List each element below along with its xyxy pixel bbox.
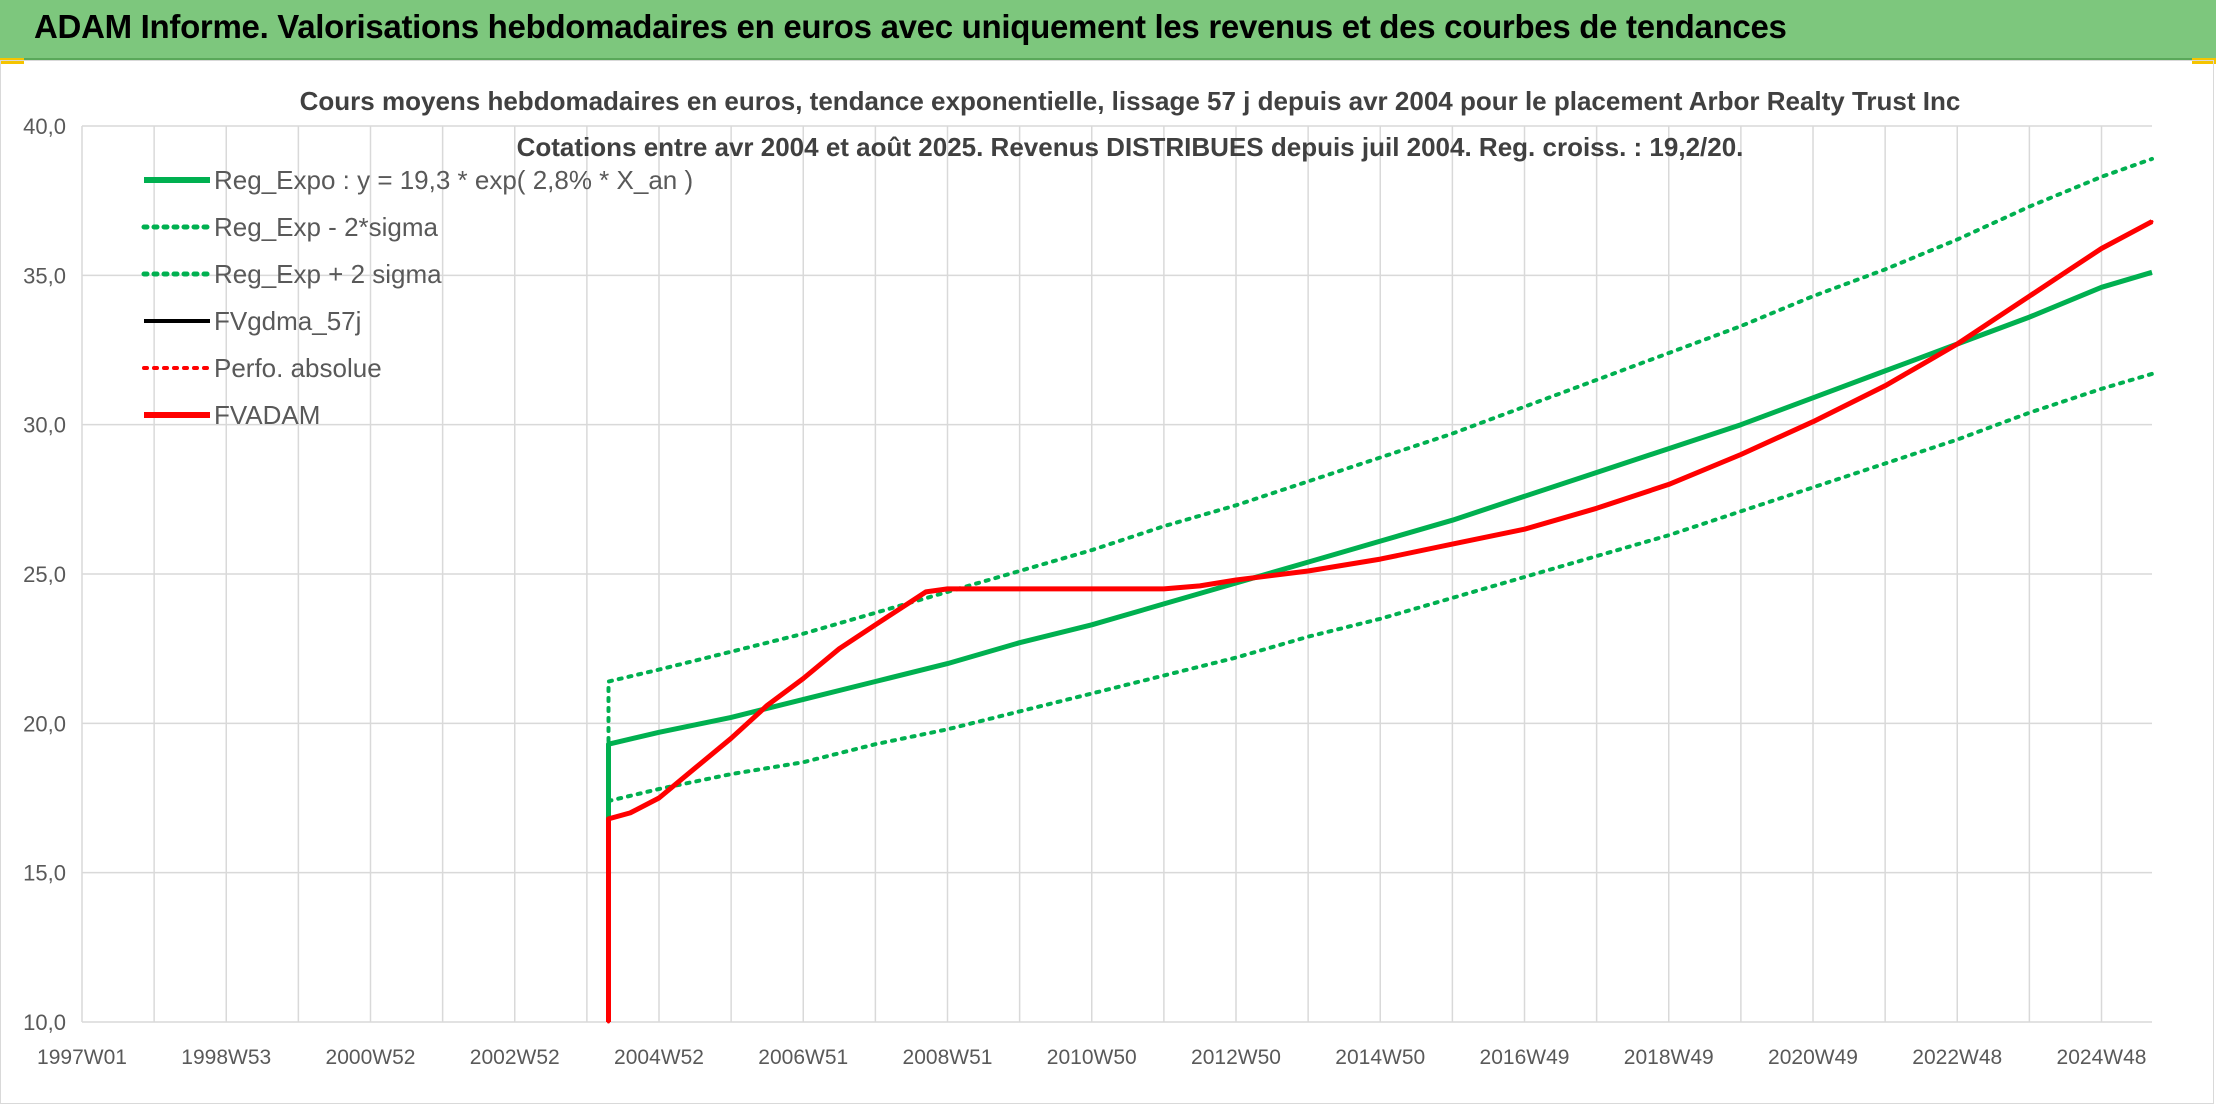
x-tick-label: 2016W49 xyxy=(1480,1046,1570,1069)
corner-marker-left xyxy=(0,58,24,64)
chart-subtitle: Cotations entre avr 2004 et août 2025. R… xyxy=(517,132,1744,162)
legend-label: Reg_Exp - 2*sigma xyxy=(214,212,439,242)
series-layer xyxy=(606,156,2154,1024)
x-tick-label: 2004W52 xyxy=(614,1046,704,1069)
corner-marker-right xyxy=(2192,58,2216,64)
y-tick-label: 25,0 xyxy=(23,562,66,587)
y-tick-label: 15,0 xyxy=(23,861,66,886)
y-tick-label: 10,0 xyxy=(23,1010,66,1035)
x-tick-label: 2006W51 xyxy=(758,1046,848,1069)
y-tick-label: 20,0 xyxy=(23,711,66,736)
x-tick-label: 2020W49 xyxy=(1768,1046,1858,1069)
x-tick-label: 2010W50 xyxy=(1047,1046,1137,1069)
x-tick-label: 2018W49 xyxy=(1624,1046,1714,1069)
chart-title: Cours moyens hebdomadaires en euros, ten… xyxy=(300,86,1961,116)
x-axis-ticks: 1997W01 1998W53 2000W52 2002W52 2004W52 2006W… xyxy=(37,1046,2146,1069)
chart-frame xyxy=(0,60,2214,1104)
x-tick-label: 2024W48 xyxy=(2057,1046,2147,1069)
chart-grid xyxy=(81,125,2152,1023)
series-line-reg-exp-2-sigma xyxy=(606,371,2154,803)
y-tick-label: 40,0 xyxy=(23,114,66,139)
x-tick-label: 2002W52 xyxy=(470,1046,560,1069)
x-tick-label: 1997W01 xyxy=(37,1046,127,1069)
x-tick-label: 2000W52 xyxy=(326,1046,416,1069)
series-line-reg-expo-y-19-3-exp-2-8-x-an xyxy=(606,269,2153,819)
series-line-fvadam xyxy=(606,219,2154,1022)
line-chart: Cours moyens hebdomadaires en euros, ten… xyxy=(23,86,2154,1069)
y-axis-ticks: 10,0 15,0 20,0 25,0 30,0 35,0 40,0 xyxy=(23,114,66,1035)
report-title: ADAM Informe. Valorisations hebdomadaire… xyxy=(34,8,1787,45)
x-tick-label: 1998W53 xyxy=(181,1046,271,1069)
x-tick-label: 2022W48 xyxy=(1912,1046,2002,1069)
y-tick-label: 30,0 xyxy=(23,413,66,438)
x-tick-label: 2008W51 xyxy=(903,1046,993,1069)
legend-label: Perfo. absolue xyxy=(214,353,382,383)
chart-legend: Reg_Expo : y = 19,3 * exp( 2,8% * X_an )… xyxy=(141,165,693,430)
legend-label: FVgdma_57j xyxy=(214,306,361,336)
legend-label: Reg_Exp + 2 sigma xyxy=(214,259,442,289)
y-tick-label: 35,0 xyxy=(23,263,66,288)
report-banner: ADAM Informe. Valorisations hebdomadaire… xyxy=(0,0,2216,60)
x-tick-label: 2012W50 xyxy=(1191,1046,1281,1069)
legend-label: Reg_Expo : y = 19,3 * exp( 2,8% * X_an ) xyxy=(214,165,693,195)
legend-label: FVADAM xyxy=(214,400,320,430)
x-tick-label: 2014W50 xyxy=(1335,1046,1425,1069)
